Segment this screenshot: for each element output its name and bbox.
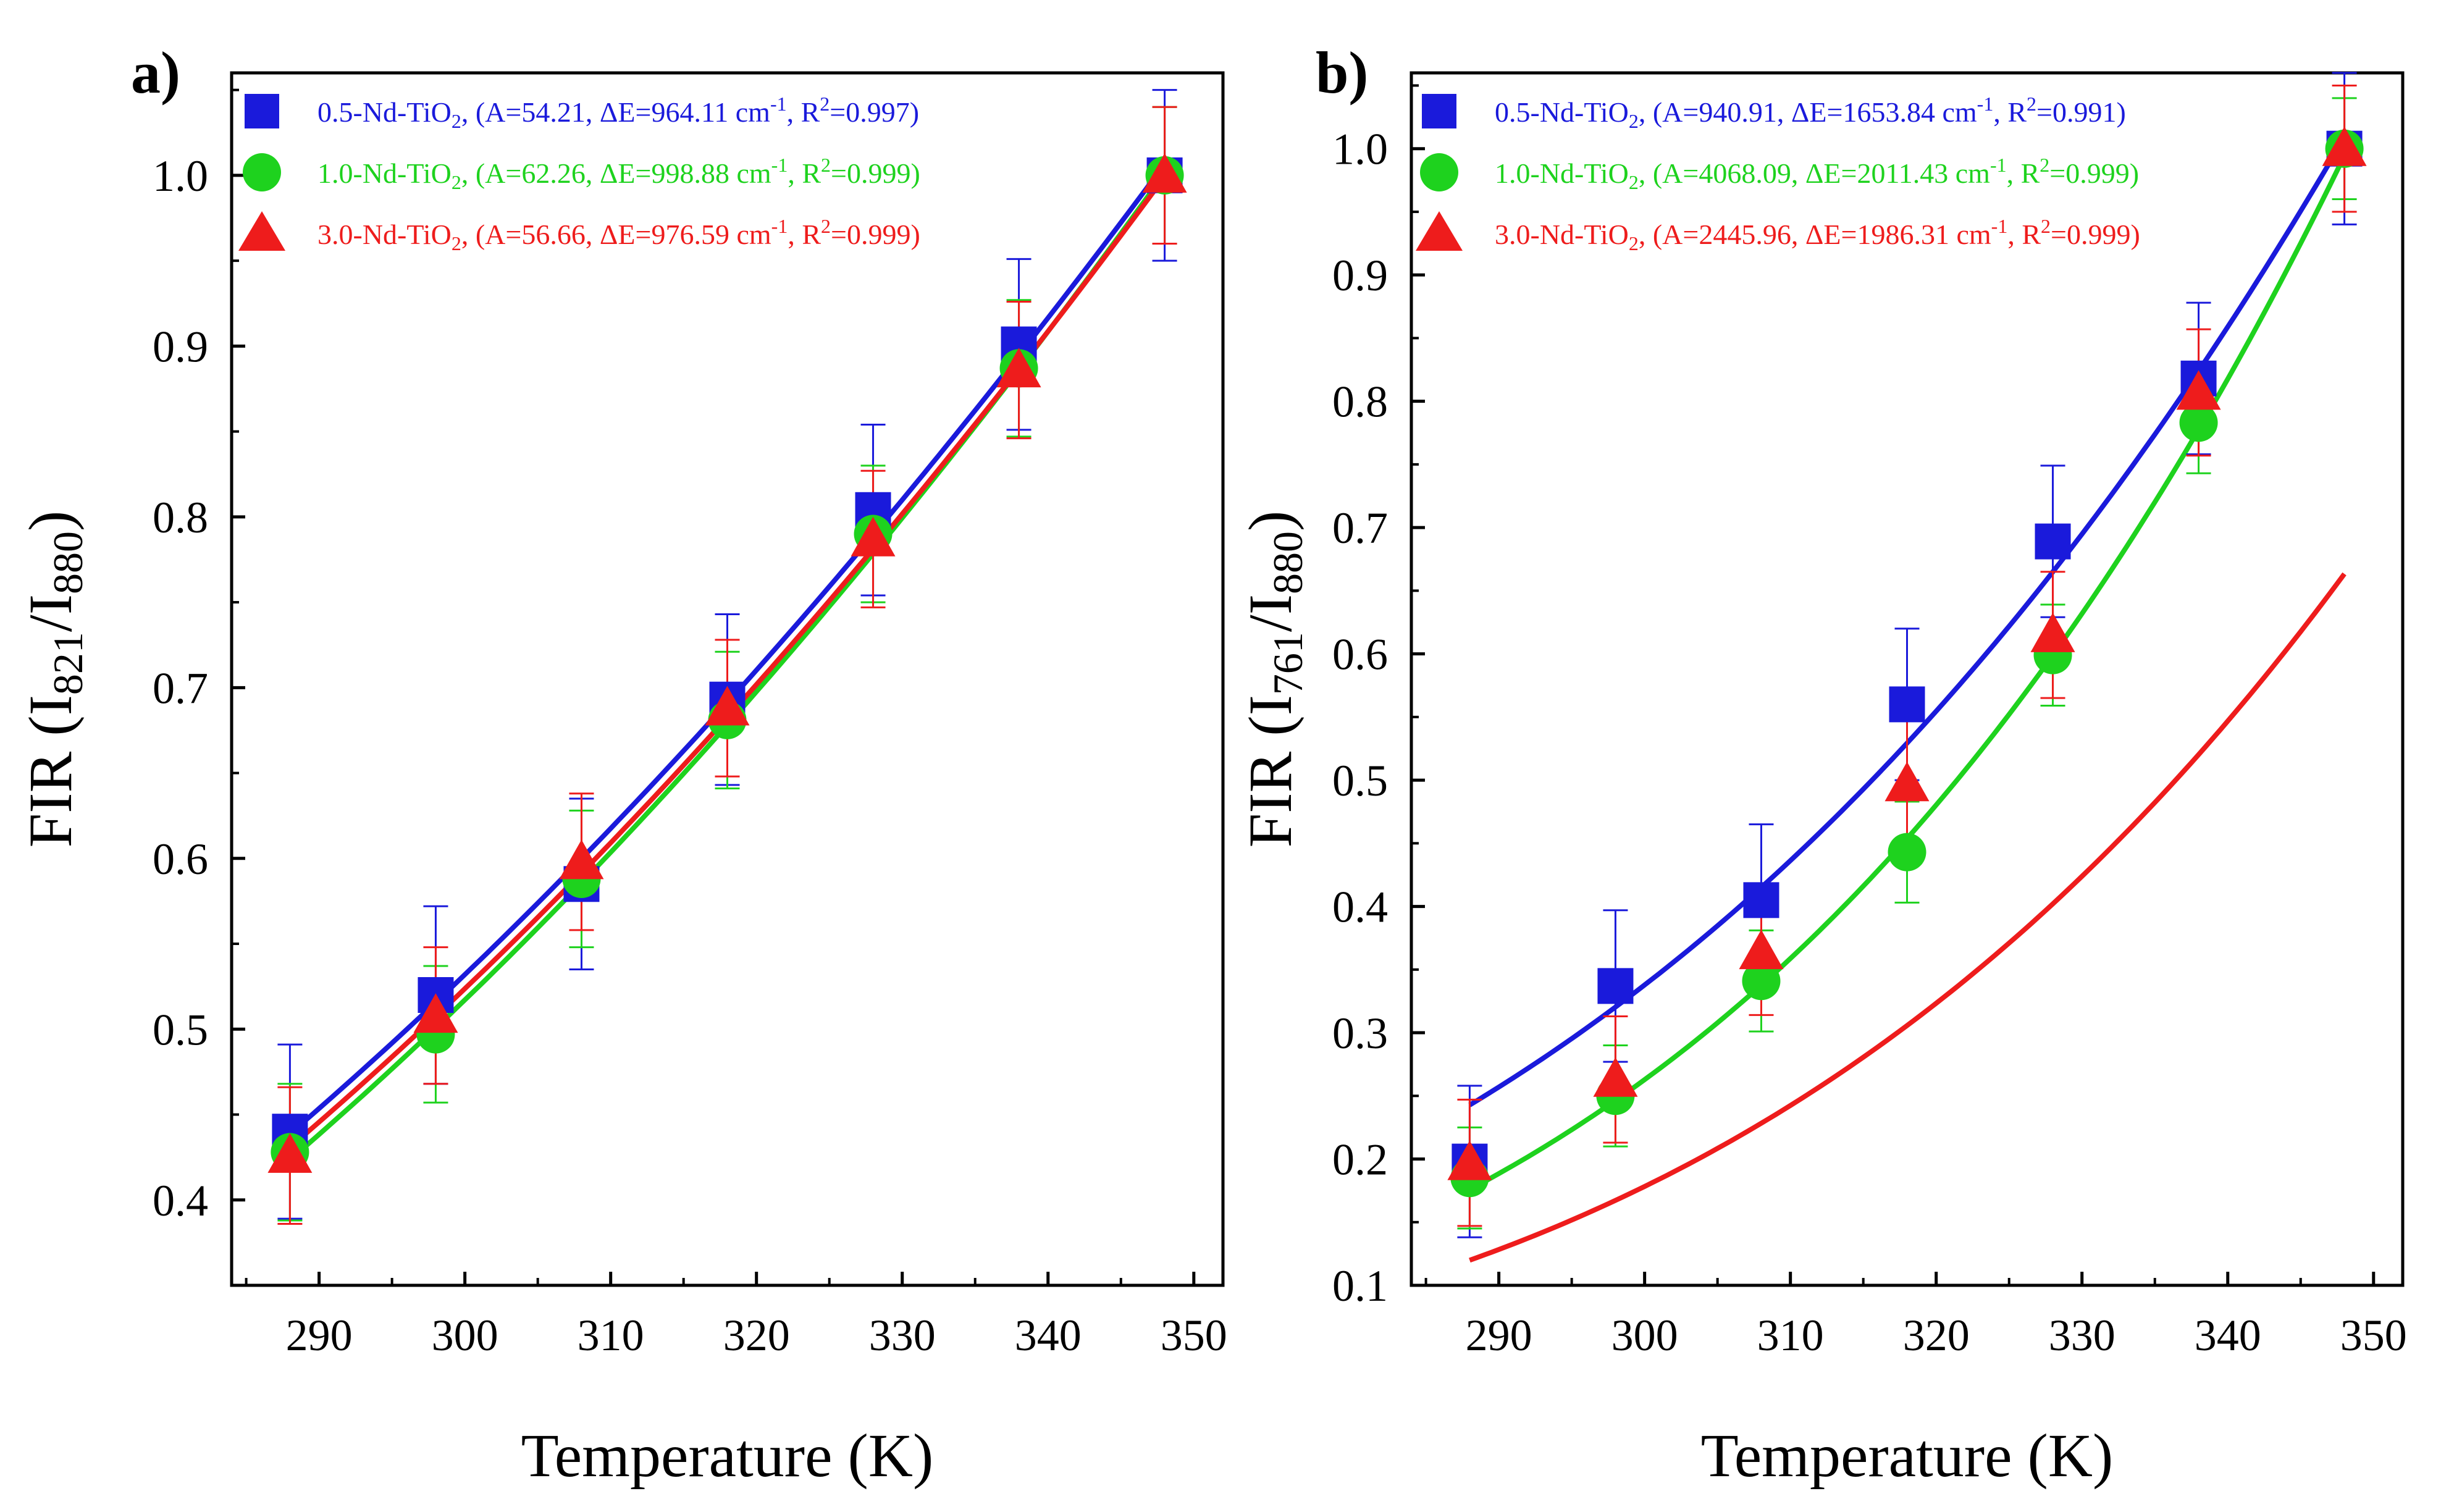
data-point-triangle [559,839,604,880]
y-tick-label: 0.6 [1332,630,1388,679]
fit-curve [1468,136,2347,1107]
y-axis-title: FIR (I821/I880) [16,511,91,848]
legend-entry: 0.5-Nd-TiO2, (A=54.21, ΔE=964.11 cm-1, R… [317,93,919,132]
data-point-triangle [2322,126,2367,166]
x-tick-label: 330 [2049,1311,2115,1360]
plot-frame [230,71,1225,1287]
x-tick-label: 310 [578,1311,644,1360]
y-tick-label: 0.4 [153,1176,208,1225]
chart-panel-b: b) 290 300 310 320 330 340 350 0.1 0.2 0.3 0.4 0.5 0.… [1236,40,2407,1490]
x-tick-label: 330 [869,1311,936,1360]
data-point-square [2035,523,2071,560]
data-point-triangle [2030,612,2075,652]
legend-entry: 1.0-Nd-TiO2, (A=62.26, ΔE=998.88 cm-1, R… [317,154,920,193]
y-tick-label: 0.5 [153,1005,208,1054]
x-axis-title: Temperature (K) [521,1421,934,1490]
y-tick-label: 0.8 [153,493,208,542]
y-tick-label: 1.0 [153,151,208,201]
fit-curve [1469,572,2346,1263]
data-point-triangle [1593,1057,1638,1097]
legend: 0.5-Nd-TiO2, (A=54.21, ΔE=964.11 cm-1, R… [238,93,920,254]
data-point-square [1743,882,1779,918]
data-point-circle [1742,962,1781,1001]
data-point-triangle [1142,153,1187,193]
y-tick-label: 1.0 [1332,125,1388,174]
legend-circle-icon [1420,153,1458,191]
data-point-triangle [413,993,458,1033]
data-point-triangle [1884,762,1930,802]
x-tick-label: 350 [1161,1311,1227,1360]
y-tick-label: 0.2 [1332,1135,1388,1185]
y-tick-label: 0.7 [1332,503,1388,553]
legend-entry: 3.0-Nd-TiO2, (A=56.66, ΔE=976.59 cm-1, R… [317,215,920,254]
x-tick-label: 320 [723,1311,790,1360]
legend-square-icon [1422,94,1456,128]
data-point-triangle [851,516,896,556]
data-point-triangle [1447,1140,1492,1180]
data-point-triangle [2176,370,2221,410]
data-point-triangle [705,686,750,726]
y-tick-label: 0.9 [153,322,208,371]
plot-frame [1410,71,2405,1287]
data-point-circle [1888,833,1926,872]
y-tick-label: 0.1 [1332,1261,1388,1311]
data-point-square [1889,686,1925,723]
data-point-triangle [267,1133,313,1173]
x-tick-label: 290 [286,1311,353,1360]
x-tick-label: 310 [1757,1311,1824,1360]
x-tick-label: 320 [1903,1311,1970,1360]
legend-entry: 3.0-Nd-TiO2, (A=2445.96, ΔE=1986.31 cm-1… [1495,215,2140,254]
legend: 0.5-Nd-TiO2, (A=940.91, ΔE=1653.84 cm-1,… [1416,93,2140,254]
data-point-triangle [1739,930,1784,970]
legend-triangle-icon [1416,211,1463,251]
y-tick-label: 0.9 [1332,251,1388,300]
x-axis-title: Temperature (K) [1701,1421,2114,1490]
legend-circle-icon [243,153,281,191]
panel-label: b) [1316,40,1368,106]
y-tick-label: 0.6 [153,834,208,884]
x-tick-label: 300 [432,1311,498,1360]
x-tick-label: 340 [2195,1311,2261,1360]
y-tick-label: 0.5 [1332,756,1388,805]
legend-square-icon [245,94,279,128]
y-tick-label: 0.3 [1332,1009,1388,1058]
x-tick-label: 340 [1015,1311,1082,1360]
chart-panel-a: a) 290 300 310 320 330 340 350 0.4 0.5 0.6 0.7 0.8 0.… [16,40,1227,1490]
panel-label: a) [131,40,180,106]
legend-entry: 0.5-Nd-TiO2, (A=940.91, ΔE=1653.84 cm-1,… [1495,93,2126,132]
legend-entry: 1.0-Nd-TiO2, (A=4068.09, ΔE=2011.43 cm-1… [1495,154,2139,193]
legend-triangle-icon [238,211,285,251]
data-point-triangle [996,348,1041,388]
x-tick-label: 290 [1466,1311,1532,1360]
data-point-square [1597,968,1634,1004]
y-tick-label: 0.4 [1332,883,1388,932]
x-tick-label: 350 [2340,1311,2407,1360]
x-tick-label: 300 [1611,1311,1678,1360]
data-point-circle [2179,403,2218,442]
y-tick-label: 0.8 [1332,377,1388,427]
y-tick-label: 0.7 [153,663,208,713]
y-axis-title: FIR (I761/I880) [1236,511,1311,848]
